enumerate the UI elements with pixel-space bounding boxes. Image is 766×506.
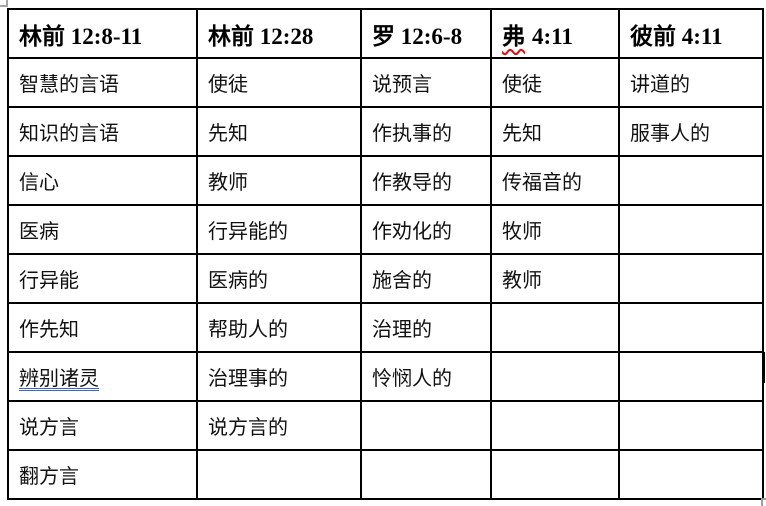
table-row: 行异能 医病的 施舍的 教师 [7,253,764,304]
misspelled-word: 弗 [502,23,525,49]
header-cell-eph4-11[interactable]: 弗 4:11 [490,8,620,59]
table-cell[interactable]: 说预言 [360,57,492,108]
header-cell-1cor12-8-11[interactable]: 林前 12:8-11 [7,8,198,59]
format-marked-text: 辨别诸灵 [19,368,99,390]
table-row: 辨别诸灵 治理事的 怜悯人的 [7,351,764,402]
table-cell[interactable]: 翻方言 [7,449,198,500]
table-cell[interactable] [618,302,764,353]
table-cell[interactable] [618,253,764,304]
table-cell[interactable]: 先知 [490,106,620,157]
table-cell[interactable]: 信心 [7,155,198,206]
table-cell[interactable]: 智慧的言语 [7,57,198,108]
table-cell[interactable] [618,449,764,500]
table-cell[interactable]: 说方言 [7,400,198,451]
table-cell[interactable]: 行异能的 [196,204,362,255]
table-cell[interactable]: 知识的言语 [7,106,198,157]
header-cell-1cor12-28[interactable]: 林前 12:28 [196,8,362,59]
table-row: 信心 教师 作教导的 传福音的 [7,155,764,206]
table-resize-handle[interactable] [761,498,766,506]
table-cell[interactable] [490,351,620,402]
header-cell-1pet4-11[interactable]: 彼前 4:11 [618,8,764,59]
table-cell[interactable]: 治理的 [360,302,492,353]
table-cell[interactable]: 帮助人的 [196,302,362,353]
header-cell-rom12-6-8[interactable]: 罗 12:6-8 [360,8,492,59]
table-cell[interactable] [618,204,764,255]
table-cell[interactable]: 施舍的 [360,253,492,304]
table-cell[interactable]: 牧师 [490,204,620,255]
table-cell[interactable]: 使徒 [490,57,620,108]
table-cell[interactable] [490,400,620,451]
table-cell[interactable]: 辨别诸灵 [7,351,198,402]
table-cell[interactable] [490,449,620,500]
table-cell[interactable]: 行异能 [7,253,198,304]
table-row: 智慧的言语 使徒 说预言 使徒 讲道的 [7,57,764,108]
table-row: 说方言 说方言的 [7,400,764,451]
table-row: 知识的言语 先知 作执事的 先知 服事人的 [7,106,764,157]
table-move-handle[interactable] [0,0,8,7]
table-cell[interactable]: 怜悯人的 [360,351,492,402]
table-cell[interactable]: 作劝化的 [360,204,492,255]
table-cell[interactable]: 教师 [490,253,620,304]
table-cell[interactable]: 使徒 [196,57,362,108]
table-cell[interactable] [360,449,492,500]
table-cell[interactable] [618,351,764,402]
table-cell[interactable]: 服事人的 [618,106,764,157]
table-cell[interactable] [196,449,362,500]
text-cursor [763,352,765,383]
table-cell[interactable] [618,155,764,206]
table-cell[interactable]: 作先知 [7,302,198,353]
table-cell[interactable]: 传福音的 [490,155,620,206]
table-row: 作先知 帮助人的 治理的 [7,302,764,353]
header-verse-number: 4:11 [532,23,573,49]
table-row: 翻方言 [7,449,764,500]
scripture-gifts-table: 林前 12:8-11 林前 12:28 罗 12:6-8 弗 4:11 彼前 4:… [7,8,764,500]
table-cell[interactable]: 教师 [196,155,362,206]
table-cell[interactable]: 先知 [196,106,362,157]
table-cell[interactable]: 说方言的 [196,400,362,451]
table-cell[interactable] [490,302,620,353]
table-cell[interactable]: 作教导的 [360,155,492,206]
table-cell[interactable]: 作执事的 [360,106,492,157]
table-cell[interactable]: 讲道的 [618,57,764,108]
table-cell[interactable] [360,400,492,451]
table-row: 医病 行异能的 作劝化的 牧师 [7,204,764,255]
header-row: 林前 12:8-11 林前 12:28 罗 12:6-8 弗 4:11 彼前 4:… [7,8,764,59]
table-cell[interactable]: 治理事的 [196,351,362,402]
table-cell[interactable]: 医病的 [196,253,362,304]
table-cell[interactable] [618,400,764,451]
table-cell[interactable]: 医病 [7,204,198,255]
